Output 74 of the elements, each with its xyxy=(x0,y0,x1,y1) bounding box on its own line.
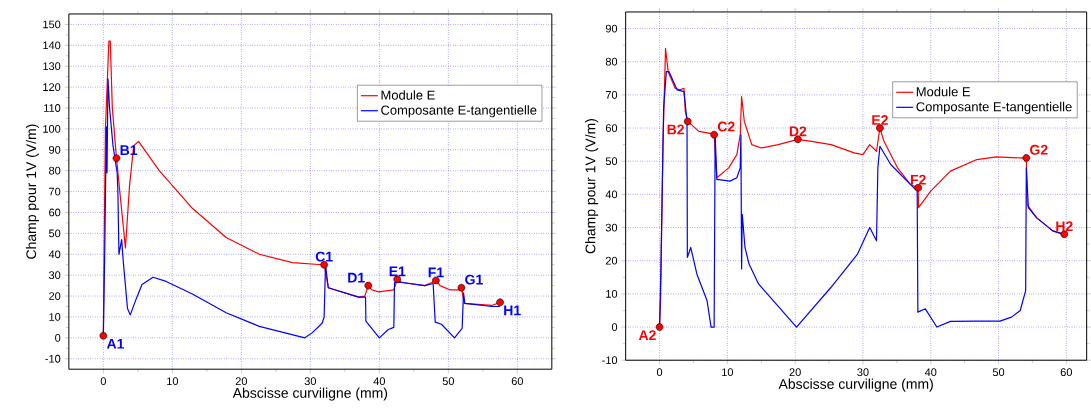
annotation: H2 xyxy=(1056,221,1073,231)
point xyxy=(112,154,121,162)
annotation: G1 xyxy=(465,274,483,285)
y-tick-label: 10 xyxy=(606,289,618,298)
x-tick-label: 20 xyxy=(789,368,801,377)
legend-label: Module E xyxy=(916,86,971,97)
x-axis-title: Abscisse curviligne (mm) xyxy=(232,387,388,401)
annotation: H1 xyxy=(504,305,521,316)
point xyxy=(683,117,692,126)
y-tick-label: 30 xyxy=(48,271,61,280)
x-tick-label: 60 xyxy=(1060,368,1072,377)
x-tick-label: 10 xyxy=(722,368,734,377)
point xyxy=(99,331,108,340)
point xyxy=(364,281,373,290)
x-tick-label: 10 xyxy=(167,377,179,386)
y-tick-label: -10 xyxy=(602,356,618,365)
annotation: A2 xyxy=(638,330,656,340)
y-tick-label: 0 xyxy=(611,323,618,331)
y-tick-label: 60 xyxy=(49,208,61,217)
y-tick-label: 70 xyxy=(49,187,61,196)
annotation: E1 xyxy=(389,266,406,277)
y-tick-label: 40 xyxy=(48,250,61,259)
y-tick-label: 120 xyxy=(43,83,61,91)
y-tick-label: 140 xyxy=(43,41,61,50)
legend-label: Module E xyxy=(381,90,435,100)
x-tick-label: 50 xyxy=(992,368,1005,377)
x-tick-label: 40 xyxy=(924,368,937,377)
point xyxy=(655,323,664,331)
y-tick-label: 50 xyxy=(605,157,618,166)
annotation: F1 xyxy=(428,267,444,278)
x-tick-label: 30 xyxy=(857,368,869,377)
y-tick-label: 20 xyxy=(605,256,618,265)
y-tick-label: 150 xyxy=(43,20,61,29)
y-tick-label: 110 xyxy=(44,104,61,112)
y-tick-label: 90 xyxy=(49,145,61,154)
x-tick-label: 30 xyxy=(304,377,317,386)
annotation: D1 xyxy=(348,272,365,283)
y-tick-label: 20 xyxy=(49,292,61,300)
y-tick-label: 60 xyxy=(605,124,618,132)
annotation: F2 xyxy=(910,174,926,185)
x-tick-label: 20 xyxy=(235,377,248,386)
y-tick-label: 80 xyxy=(49,166,61,175)
annotation: D2 xyxy=(789,126,807,137)
x-tick-label: 60 xyxy=(511,377,523,386)
annotation: E2 xyxy=(872,115,888,125)
y-tick-label: 100 xyxy=(43,124,61,133)
y-axis-title: Champ pour 1V (V/m) xyxy=(585,119,599,254)
point xyxy=(710,130,718,139)
x-tick-label: 40 xyxy=(373,377,386,386)
legend-label: Composante E-tangentielle xyxy=(381,105,537,118)
annotation: C1 xyxy=(315,251,333,262)
point xyxy=(496,298,504,307)
y-axis-title: Champ pour 1V (V/m) xyxy=(25,124,39,259)
annotation: C2 xyxy=(717,121,735,132)
y-tick-label: 10 xyxy=(49,313,61,321)
y-tick-label: 50 xyxy=(48,229,61,238)
y-tick-label: 130 xyxy=(43,62,61,71)
x-axis-title: Abscisse curviligne (mm) xyxy=(778,378,933,392)
y-tick-label: 30 xyxy=(605,223,618,232)
legend-label: Composante E-tangentielle xyxy=(916,101,1072,114)
y-tick-label: -10 xyxy=(45,354,61,363)
y-tick-label: 40 xyxy=(605,190,618,199)
y-tick-label: 70 xyxy=(605,90,618,99)
x-tick-label: 0 xyxy=(100,377,106,386)
y-tick-label: 80 xyxy=(605,57,618,66)
annotation: B2 xyxy=(667,124,684,135)
x-tick-label: 50 xyxy=(442,377,454,386)
x-tick-label: 0 xyxy=(656,368,663,377)
annotation: A1 xyxy=(106,338,124,349)
point xyxy=(457,283,466,292)
y-tick-label: 90 xyxy=(605,24,618,33)
point xyxy=(1022,154,1031,162)
y-tick-label: 0 xyxy=(55,333,61,342)
annotation: G2 xyxy=(1030,144,1048,155)
